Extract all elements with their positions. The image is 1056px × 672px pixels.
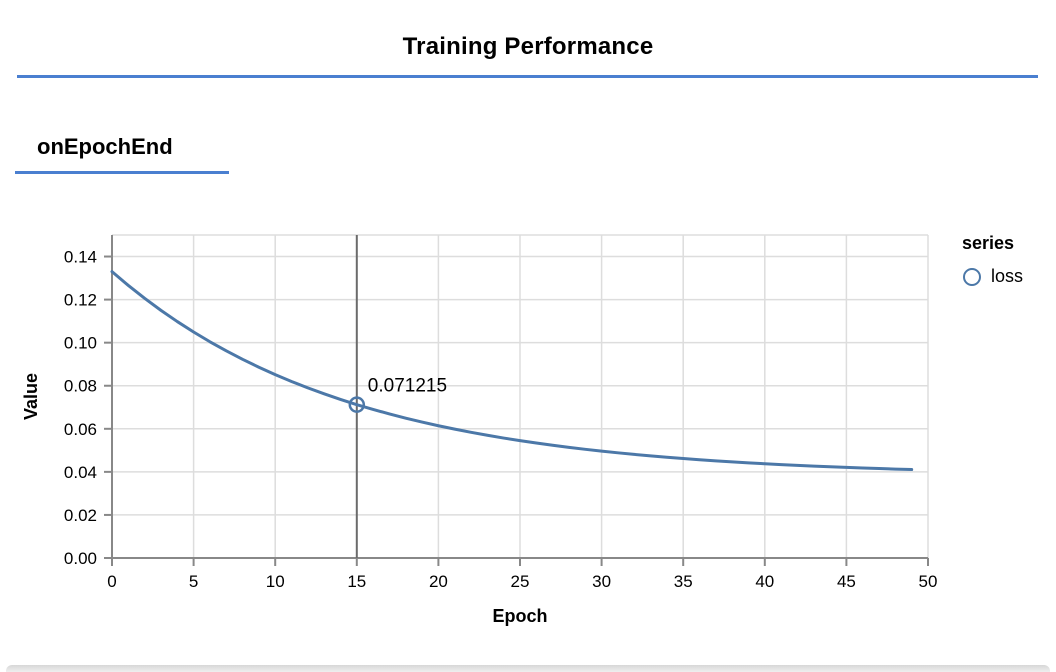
section-title: onEpochEnd [37,134,173,159]
y-tick-label: 0.00 [64,549,97,568]
title-divider [17,75,1038,78]
y-tick-label: 0.04 [64,463,97,482]
x-tick-label: 25 [511,572,530,591]
y-tick-label: 0.14 [64,248,97,267]
page-title: Training Performance [402,33,654,60]
x-tick-label: 45 [837,572,856,591]
x-tick-label: 10 [266,572,285,591]
legend-item-loss: loss [963,266,1023,287]
section-divider [15,171,229,174]
next-surface-edge [6,665,1050,672]
x-axis-title: Epoch [492,606,547,626]
y-axis-title: Value [21,373,41,420]
x-tick-label: 0 [107,572,116,591]
legend-item-label: loss [991,266,1024,286]
series-line-loss [110,270,914,472]
legend-title: series [962,233,1015,253]
y-tick-label: 0.12 [64,291,97,310]
hover-point [348,396,366,413]
hover-value-label: 0.071215 [368,376,447,397]
x-tick-label: 15 [347,572,366,591]
loss-line-chart[interactable]: 0.00 0.02 0.04 0.06 0.08 0.10 0.12 0.14 0 5 10 15 20… [0,210,1056,640]
x-tick-label: 30 [592,572,611,591]
x-tick-label: 20 [429,572,448,591]
x-tick-label: 40 [755,572,774,591]
x-tick-label: 5 [189,572,198,591]
y-tick-label: 0.02 [64,506,97,525]
y-tick-label: 0.10 [64,334,97,353]
loss-series-marker-icon [963,267,981,286]
y-tick-label: 0.08 [64,377,97,396]
x-tick-label: 35 [674,572,693,591]
x-tick-label: 50 [919,572,938,591]
y-tick-label: 0.06 [64,420,97,439]
